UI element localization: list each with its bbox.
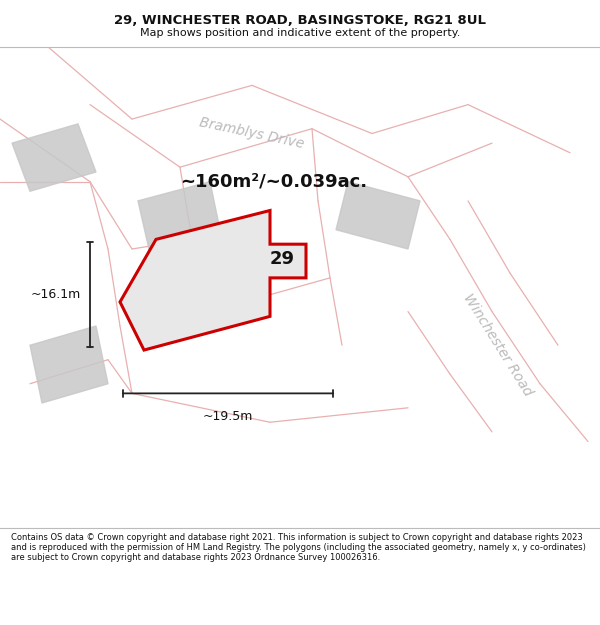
Polygon shape bbox=[336, 182, 420, 249]
Text: 29, WINCHESTER ROAD, BASINGSTOKE, RG21 8UL: 29, WINCHESTER ROAD, BASINGSTOKE, RG21 8… bbox=[114, 14, 486, 27]
Polygon shape bbox=[12, 124, 96, 191]
Text: Bramblys Drive: Bramblys Drive bbox=[199, 116, 305, 151]
Text: Winchester Road: Winchester Road bbox=[461, 291, 535, 399]
Text: ~19.5m: ~19.5m bbox=[203, 410, 253, 423]
Text: 29: 29 bbox=[269, 249, 295, 268]
Text: Map shows position and indicative extent of the property.: Map shows position and indicative extent… bbox=[140, 28, 460, 38]
Text: ~16.1m: ~16.1m bbox=[31, 288, 81, 301]
Polygon shape bbox=[138, 182, 222, 254]
Polygon shape bbox=[30, 326, 108, 403]
Polygon shape bbox=[120, 211, 306, 350]
Text: Contains OS data © Crown copyright and database right 2021. This information is : Contains OS data © Crown copyright and d… bbox=[11, 532, 586, 562]
Text: ~160m²/~0.039ac.: ~160m²/~0.039ac. bbox=[180, 173, 367, 191]
